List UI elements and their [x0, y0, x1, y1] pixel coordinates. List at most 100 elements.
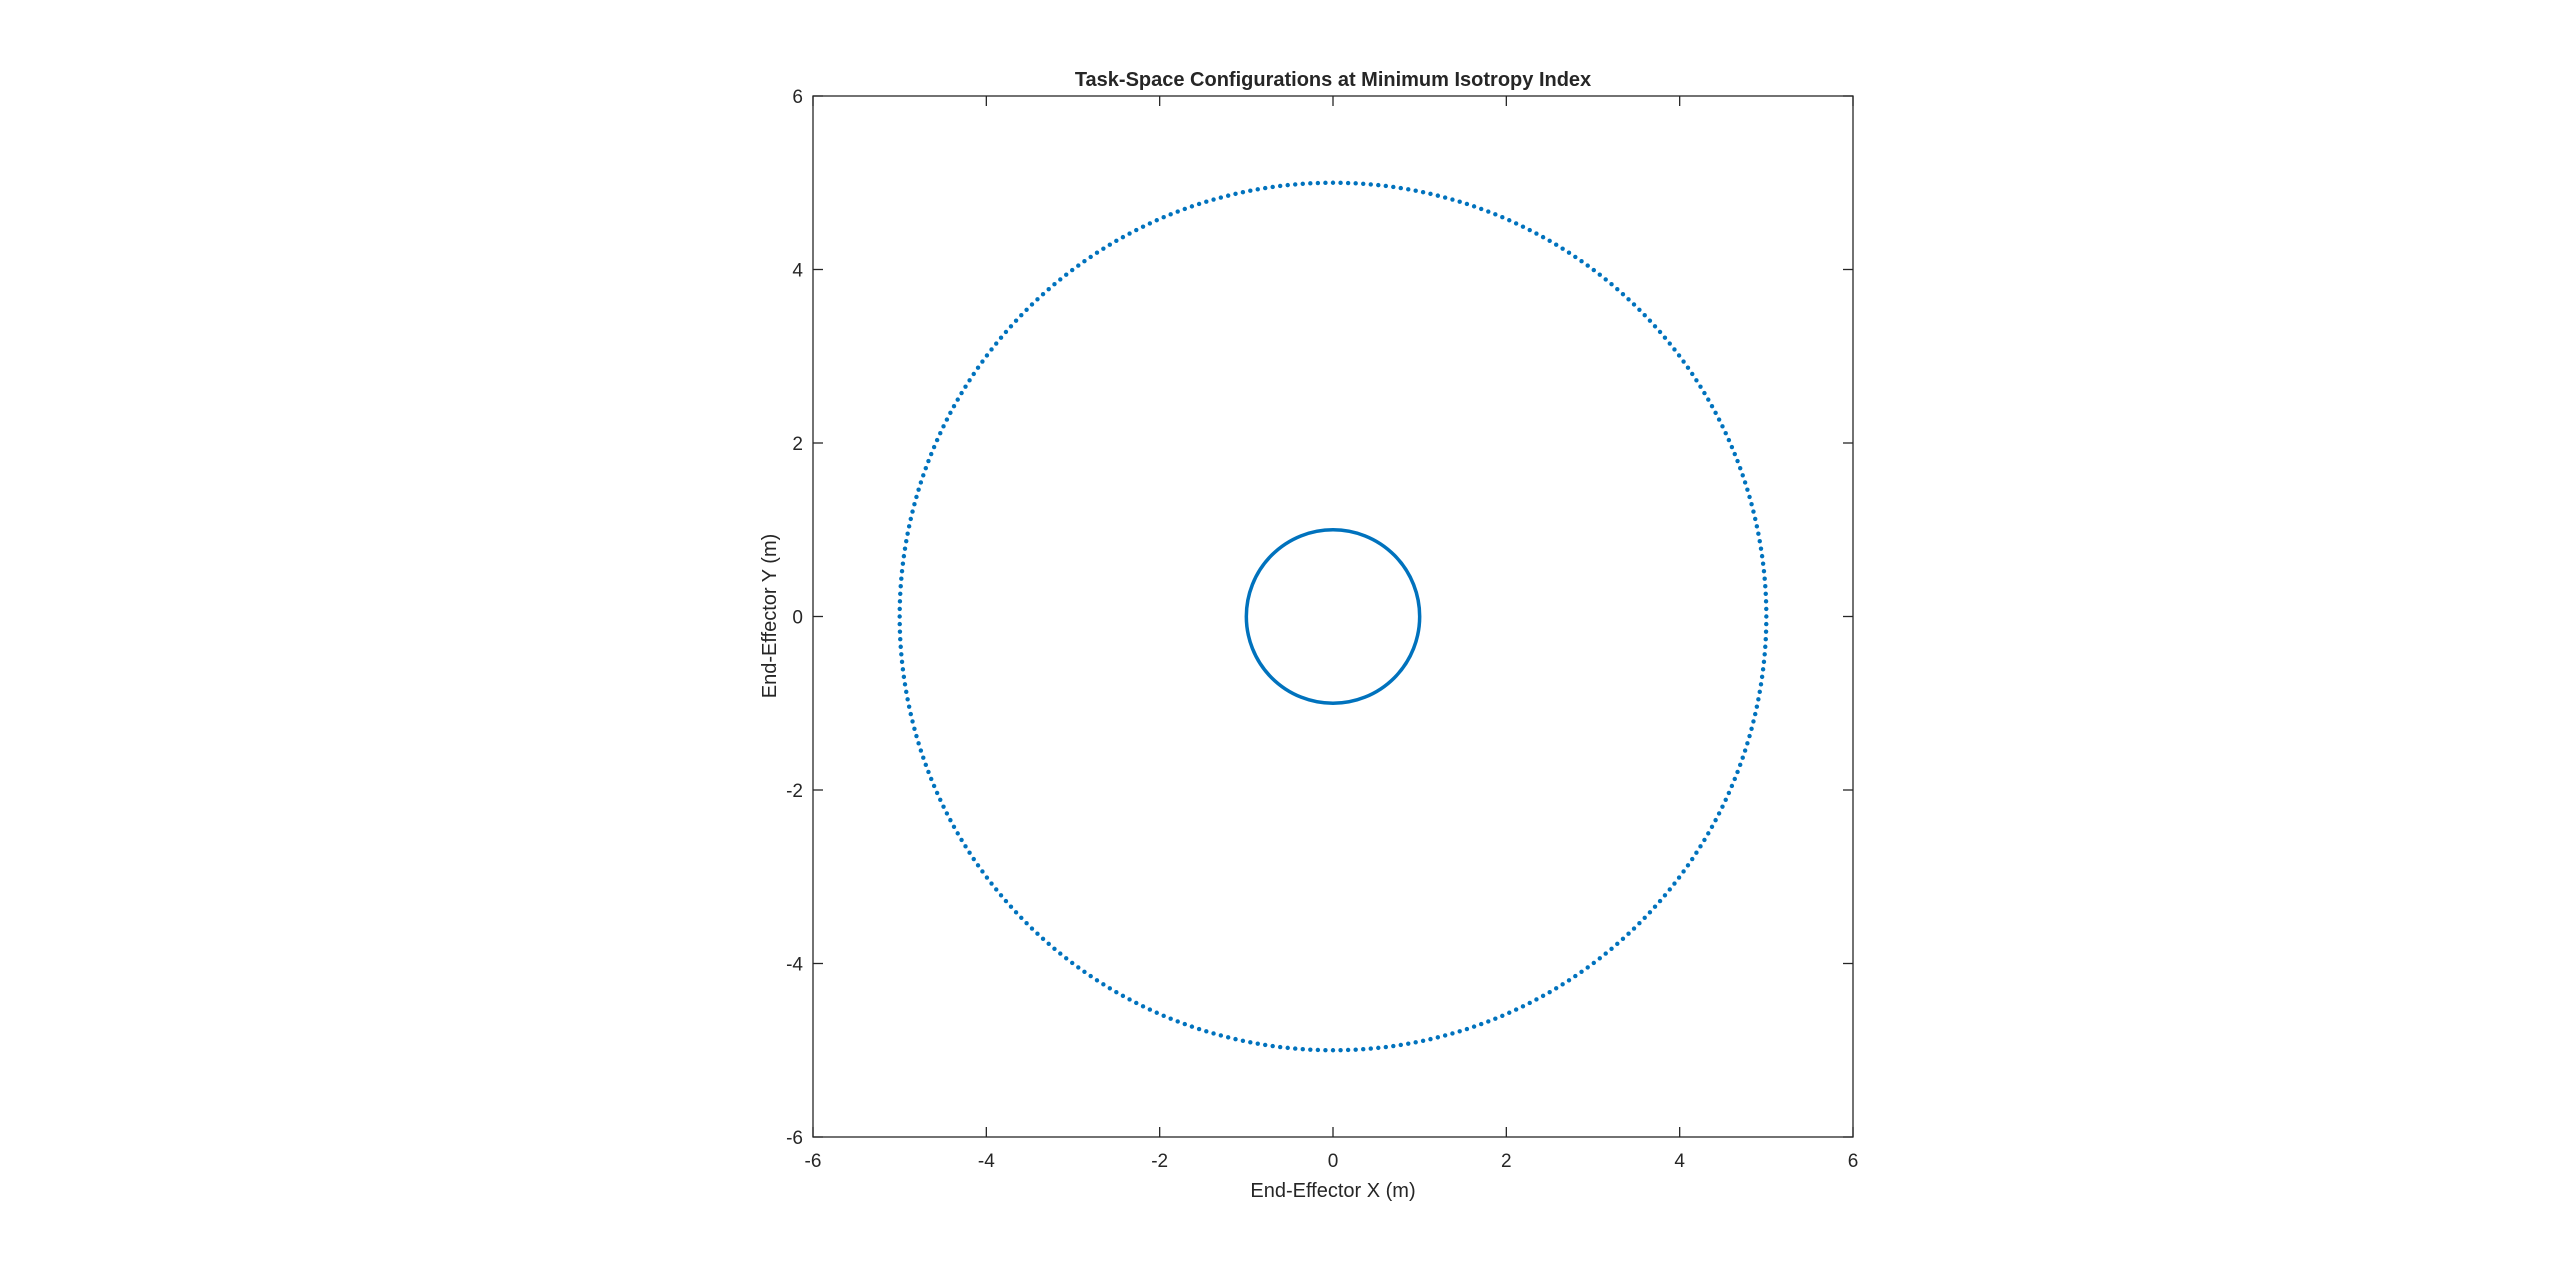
- data-point: [1211, 1031, 1216, 1036]
- data-point: [1323, 1047, 1328, 1053]
- data-point: [898, 644, 903, 649]
- data-point: [1457, 1029, 1462, 1034]
- data-point: [1749, 726, 1754, 731]
- data-point: [1120, 993, 1126, 999]
- data-point: [897, 621, 902, 627]
- data-point: [1479, 206, 1484, 212]
- data-point: [1035, 297, 1040, 302]
- data-point: [955, 397, 960, 402]
- data-point: [910, 509, 915, 514]
- data-point: [1450, 197, 1455, 202]
- data-point: [1764, 606, 1769, 612]
- data-point: [1196, 201, 1202, 207]
- axis-ticks: -6 -4 -2 0 2 4 6 -6 -4 -2 0 2 4 6: [786, 87, 1858, 1172]
- data-point: [908, 711, 913, 717]
- data-point: [1383, 183, 1389, 189]
- series-layer: [897, 180, 1769, 1053]
- data-point: [914, 494, 919, 500]
- data-point: [1420, 1038, 1426, 1043]
- data-point: [1527, 1000, 1532, 1006]
- data-point: [1391, 1043, 1396, 1049]
- data-point: [906, 704, 912, 709]
- data-point: [1471, 204, 1477, 209]
- data-point: [921, 473, 926, 478]
- data-point: [1088, 254, 1093, 260]
- data-point: [1479, 1021, 1484, 1027]
- data-point: [897, 629, 903, 634]
- data-point: [951, 404, 957, 409]
- data-point: [998, 893, 1004, 898]
- data-point: [1520, 1004, 1526, 1009]
- data-point: [912, 502, 917, 507]
- data-point: [1076, 965, 1081, 970]
- data-point: [1330, 1048, 1336, 1053]
- data-point: [901, 674, 907, 680]
- data-point: [989, 347, 994, 352]
- data-point: [1107, 986, 1113, 991]
- data-point: [1754, 704, 1760, 709]
- data-point: [1457, 199, 1462, 204]
- data-point: [980, 359, 985, 364]
- data-point: [971, 856, 976, 862]
- data-point: [1293, 182, 1298, 187]
- data-point: [1740, 755, 1745, 760]
- data-point: [1058, 277, 1063, 282]
- data-point: [899, 576, 904, 581]
- data-point: [899, 568, 905, 574]
- data-point: [975, 863, 981, 868]
- x-tick-label: 4: [1674, 1151, 1685, 1172]
- data-point: [1019, 915, 1024, 921]
- data-point: [1500, 215, 1505, 220]
- data-point: [1255, 187, 1260, 192]
- data-point: [926, 769, 931, 775]
- data-point: [1040, 936, 1046, 942]
- data-point: [1547, 238, 1552, 244]
- data-point: [1024, 921, 1029, 926]
- data-point: [963, 384, 968, 389]
- x-tick-label: 0: [1328, 1151, 1339, 1172]
- data-point: [1520, 224, 1526, 229]
- data-point: [1758, 682, 1764, 687]
- data-point: [1240, 190, 1246, 195]
- data-point: [1702, 837, 1707, 843]
- data-point: [1040, 291, 1046, 297]
- data-point: [905, 697, 910, 702]
- data-point: [1631, 926, 1637, 931]
- data-point: [1353, 1047, 1358, 1052]
- data-point: [931, 783, 937, 789]
- data-point: [1759, 553, 1765, 559]
- data-point: [897, 614, 902, 619]
- data-point: [1225, 1035, 1231, 1040]
- data-point: [1763, 644, 1768, 649]
- data-point: [912, 726, 917, 731]
- data-point: [1751, 719, 1756, 724]
- y-axis-label: End-Effector Y (m): [759, 534, 781, 699]
- data-point: [1547, 989, 1552, 995]
- data-point: [1189, 1024, 1195, 1029]
- data-point: [1361, 1046, 1366, 1052]
- data-point: [1667, 341, 1672, 346]
- data-point: [921, 755, 926, 760]
- data-point: [1127, 997, 1132, 1002]
- data-point: [934, 437, 940, 443]
- data-point: [1024, 307, 1029, 312]
- data-point: [1338, 1047, 1343, 1053]
- data-point: [1058, 951, 1063, 956]
- data-point: [1182, 206, 1187, 212]
- data-point: [1694, 378, 1699, 383]
- data-point: [923, 762, 928, 768]
- data-point: [1019, 312, 1024, 318]
- data-point: [1685, 365, 1691, 370]
- data-point: [1196, 1026, 1202, 1032]
- data-point: [1277, 183, 1283, 189]
- data-point: [1052, 946, 1057, 951]
- data-point: [1615, 286, 1620, 292]
- data-point: [1114, 989, 1119, 995]
- data-point: [971, 371, 976, 377]
- data-point: [905, 531, 910, 536]
- data-point: [1753, 711, 1758, 717]
- data-point: [902, 546, 908, 551]
- data-point: [1376, 1045, 1381, 1051]
- data-point: [1368, 182, 1373, 187]
- data-point: [914, 733, 919, 739]
